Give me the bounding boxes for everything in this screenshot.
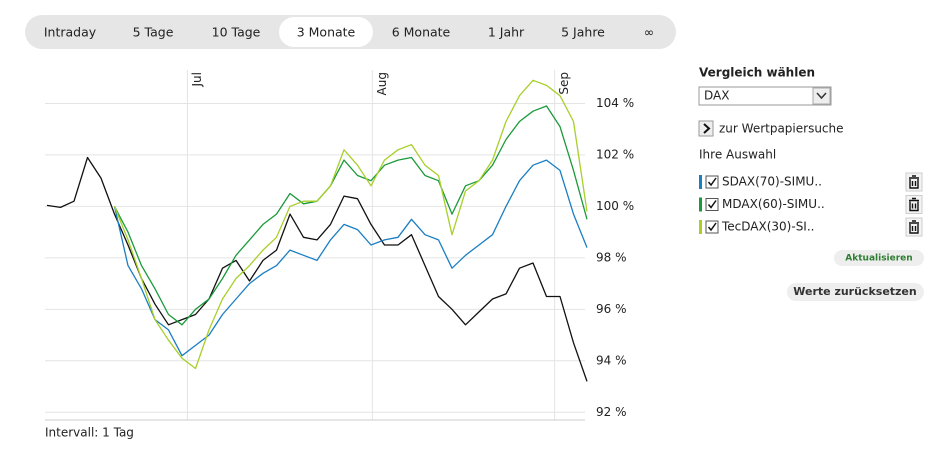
- checkbox[interactable]: [705, 198, 719, 211]
- tab[interactable]: Intraday: [44, 25, 97, 40]
- series-line: [46, 156, 588, 382]
- select-value: DAX: [704, 89, 729, 103]
- chart: 92 % 94 % 96 % 98 % 100 % 102 % 104 % Jul Aug Sep: [45, 70, 634, 421]
- legend-label: MDAX(60)-SIMU..: [722, 197, 825, 211]
- search-arrow: [703, 123, 711, 134]
- checkmark: [707, 177, 717, 187]
- series-line: [113, 105, 588, 326]
- select-box[interactable]: [698, 86, 832, 106]
- search-icon[interactable]: [698, 120, 714, 137]
- selection-title: Ihre Auswahl: [699, 148, 776, 162]
- y-tick-label: 98 %: [596, 250, 627, 264]
- checkmark: [707, 222, 717, 232]
- tab[interactable]: 5 Jahre: [561, 25, 605, 40]
- series-line: [113, 79, 588, 370]
- trash-icon: [909, 197, 919, 212]
- tab[interactable]: 3 Monate: [297, 25, 356, 40]
- compare-title: Vergleich wählen: [699, 66, 815, 80]
- series-line: [113, 159, 588, 357]
- y-tick-label: 94 %: [596, 353, 627, 367]
- legend-label: TecDAX(30)-SI..: [721, 220, 814, 234]
- search-link[interactable]: zur Wertpapiersuche: [719, 122, 844, 136]
- legend: SDAX(70)-SIMU.. MDAX(60)-SIMU.. TecDAX(30)…: [699, 172, 923, 237]
- legend-swatch: [699, 175, 702, 189]
- legend-swatch: [699, 197, 702, 212]
- y-tick-label: 92 %: [596, 405, 627, 419]
- tab-group: Intraday 5 Tage 10 Tage 3 Monate 6 Monate 1 J…: [44, 17, 654, 47]
- active-tab[interactable]: [279, 17, 373, 47]
- tab[interactable]: 10 Tage: [212, 25, 261, 40]
- y-tick-label: 104 %: [596, 96, 634, 110]
- legend-swatch: [699, 220, 702, 234]
- tab[interactable]: 5 Tage: [133, 25, 174, 40]
- checkmark: [707, 200, 717, 209]
- x-tick-label: Jul: [190, 72, 204, 87]
- reset-button[interactable]: [787, 283, 924, 301]
- x-tick-label: Sep: [557, 72, 571, 95]
- interval-label: Intervall: 1 Tag: [45, 426, 134, 440]
- tab[interactable]: 6 Monate: [392, 25, 451, 40]
- y-tick-label: 96 %: [596, 302, 627, 316]
- y-tick-label: 100 %: [596, 199, 634, 213]
- trash-icon: [909, 175, 919, 189]
- trash-icon: [909, 220, 919, 234]
- tab[interactable]: 1 Jahr: [488, 25, 525, 40]
- update-button[interactable]: [834, 250, 924, 266]
- x-tick-label: Aug: [375, 72, 389, 95]
- select-arrow-icon: [816, 92, 827, 100]
- y-tick-label: 102 %: [596, 147, 634, 161]
- tab[interactable]: ∞: [644, 25, 654, 40]
- legend-label: SDAX(70)-SIMU..: [722, 175, 822, 189]
- reset-button-label[interactable]: Werte zurücksetzen: [793, 285, 916, 298]
- update-button-label[interactable]: Aktualisieren: [845, 254, 912, 264]
- checkbox[interactable]: [705, 175, 719, 189]
- checkbox[interactable]: [705, 220, 719, 234]
- select-arrow[interactable]: [812, 87, 831, 105]
